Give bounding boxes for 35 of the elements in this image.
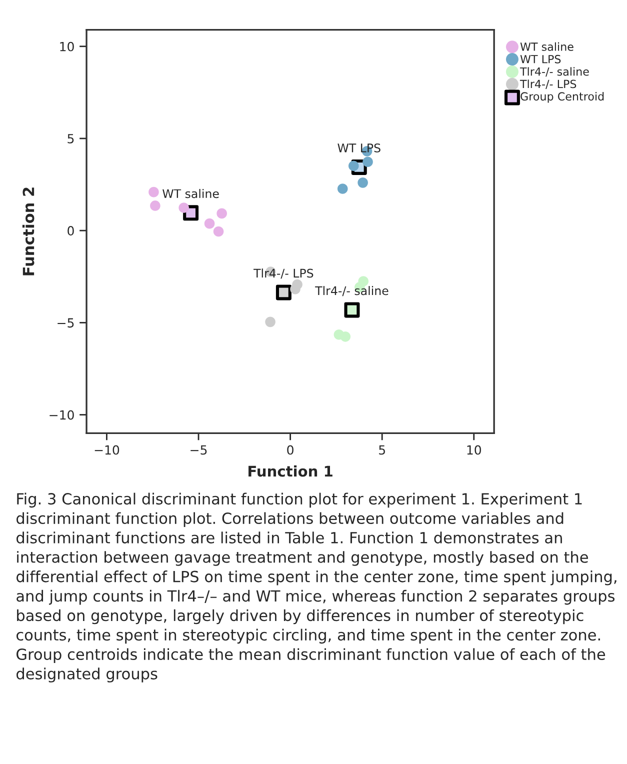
legend-label: WT saline: [520, 42, 574, 51]
x-axis-title: Function 1: [248, 465, 332, 477]
point: [290, 284, 300, 294]
point: [337, 184, 348, 194]
x-tick-label: −5: [190, 445, 207, 455]
point: [362, 156, 373, 168]
y-tick-label: −10: [50, 410, 74, 420]
annotation: WT saline: [162, 188, 219, 198]
y-tick-label: −5: [58, 318, 74, 328]
y-tick-label: 10: [60, 42, 74, 52]
legend-label: WT LPS: [520, 54, 561, 64]
point: [340, 332, 351, 342]
text: Fig. 3 Canonical discriminant function plot for experiment 1. Experiment 1 discriminant function plot. Correlations between outcome variables and discriminant functions are listed in Table 1. Function 1 demonstrates an interaction between gavage treatment and genotype, mostly based on the differential effect of LPS on time spent in the center zone, time spent jumping, and jump counts in Tlr4–/– and WT mice, whereas function 2 separates groups based on genotype, largely driven by differences in number of stereotypic counts, time spent in stereotypic circling, and time spent in the center zone. Group centroids indicate the mean discriminant function value of each of the designated groups: [16, 492, 616, 682]
x-tick-label: 0: [287, 445, 294, 455]
annotation: Tlr4-/- LPS: [254, 268, 314, 279]
point: [178, 202, 189, 213]
point: [204, 218, 215, 229]
y-tick-label: 5: [68, 134, 74, 144]
legend-label: Tlr4-/- LPS: [520, 80, 576, 90]
point: [265, 316, 276, 328]
annotation: Tlr4-/- saline: [315, 286, 388, 296]
x-tick-label: 5: [379, 445, 385, 455]
y-axis-title: Function 2: [22, 188, 34, 276]
x-tick-label: 10: [467, 445, 482, 455]
point: [276, 284, 292, 300]
point: [150, 200, 160, 211]
point: [216, 208, 227, 219]
legend-label: Group Centroid: [520, 92, 604, 103]
legend-label: Tlr4-/- saline: [520, 67, 589, 77]
x-tick-label: −10: [94, 445, 120, 455]
point: [213, 226, 224, 237]
point: [358, 178, 368, 188]
point: [344, 302, 360, 318]
point: [148, 186, 159, 198]
y-tick-label: 0: [68, 226, 74, 236]
